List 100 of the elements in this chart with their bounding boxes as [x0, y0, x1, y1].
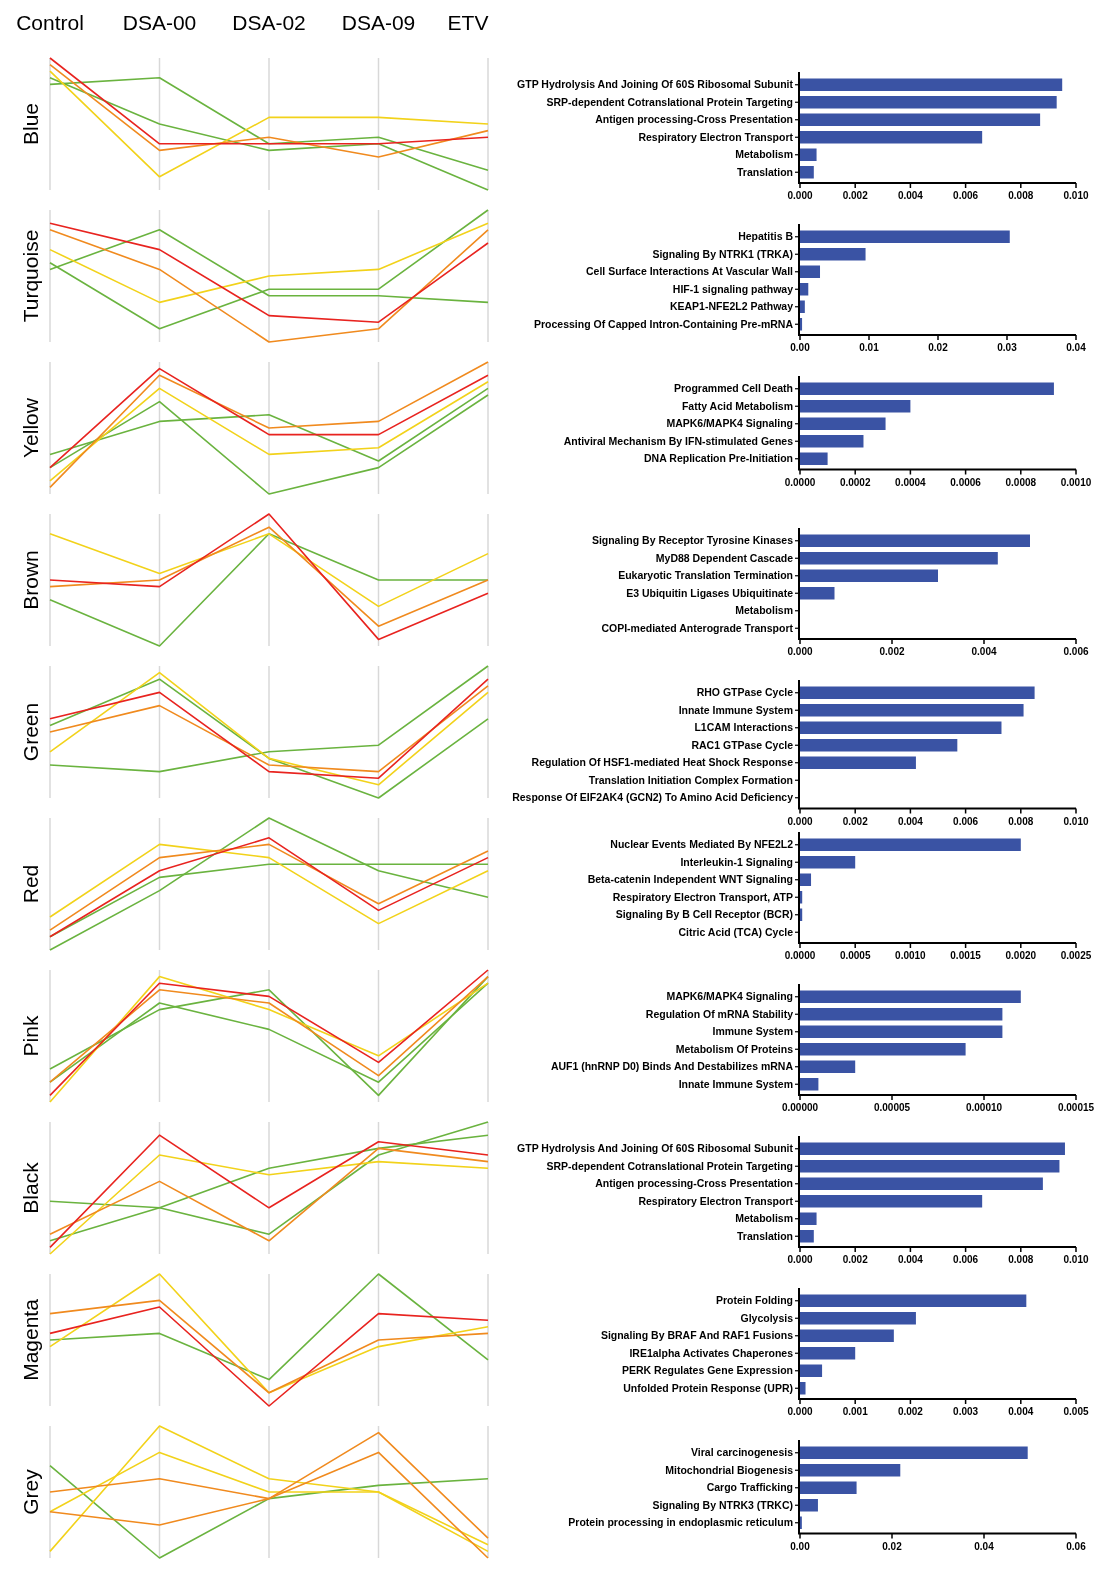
x-tick-label: 0.0000	[784, 476, 816, 488]
y-tick-label: Protein processing in endoplasmic reticulum	[568, 1516, 793, 1529]
bar	[800, 1060, 856, 1073]
bar	[800, 300, 805, 313]
x-tick-label: 0.0015	[950, 950, 982, 961]
y-tick-label: HIF-1 signaling pathway	[672, 282, 794, 295]
x-tick-label: 0.04	[974, 1540, 995, 1552]
x-tick-label: 0.006	[953, 1254, 979, 1265]
x-tick-label: 0.002	[842, 1254, 869, 1265]
y-tick-label: RHO GTPase Cycle	[696, 686, 794, 699]
bar	[800, 587, 835, 600]
x-tick-label: 0.004	[897, 190, 924, 201]
y-tick-label: Citric Acid (TCA) Cycle	[678, 925, 794, 938]
y-tick-label: KEAP1-NFE2L2 Pathway	[669, 300, 794, 313]
y-tick-label: Innate Immune System	[678, 703, 793, 716]
bar	[800, 1142, 1065, 1155]
y-axis-title: Black	[19, 1161, 42, 1214]
x-tick-label: 0.03	[997, 342, 1018, 353]
bar	[800, 452, 828, 465]
y-axis-title: Red	[19, 864, 42, 904]
y-tick-label: Metabolism	[735, 604, 793, 617]
x-tick-label: 0.000	[787, 815, 813, 827]
x-tick-label: 0.00015	[1057, 1102, 1095, 1113]
bar	[800, 1499, 818, 1512]
x-tick-label: 0.00005	[873, 1102, 911, 1113]
y-tick-label: COPI-mediated Anterograde Transport	[601, 621, 794, 634]
y-tick-label: Protein Folding	[716, 1294, 793, 1307]
x-tick-label: 0.008	[1008, 1254, 1034, 1265]
y-tick-label: Cargo Trafficking	[706, 1481, 793, 1494]
bar	[800, 1294, 1027, 1307]
bar	[800, 382, 1054, 395]
y-tick-label: Respiratory Electron Transport	[638, 1194, 794, 1207]
bar	[800, 96, 1057, 109]
bar	[800, 1481, 857, 1494]
x-tick-label: 0.02	[882, 1540, 903, 1552]
bar	[800, 1078, 819, 1091]
y-axis-title: Brown	[19, 550, 42, 610]
y-axis-title: Yellow	[19, 397, 42, 458]
x-tick-label: 0.004	[897, 1254, 924, 1265]
y-tick-label: GTP Hydrolysis And Joining Of 60S Ribosomal Subunit	[517, 1142, 794, 1155]
bar	[800, 131, 983, 144]
y-axis-title: Turquoise	[19, 229, 42, 323]
bar	[800, 739, 958, 752]
bar	[800, 265, 821, 278]
y-tick-label: MAPK6/MAPK4 Signaling	[666, 990, 793, 1003]
bar	[800, 686, 1035, 699]
bar	[800, 721, 1002, 734]
bar	[800, 534, 1030, 547]
x-tick-label: 0.0020	[1005, 950, 1037, 961]
y-tick-label: Translation Initiation Complex Formation	[588, 773, 793, 786]
y-tick-label: Regulation Of mRNA Stability	[645, 1007, 794, 1020]
bar	[800, 552, 998, 565]
x-tick-label: 0.006	[953, 815, 979, 827]
x-tick-label: 0.0025	[1060, 950, 1092, 961]
bar	[800, 248, 866, 261]
x-tick-label: 0.00010	[965, 1102, 1003, 1113]
x-tick-label: 0.000	[787, 1254, 813, 1265]
x-tick-label: 0.006	[1063, 646, 1089, 657]
y-tick-label: Cell Surface Interactions At Vascular Wall	[586, 265, 794, 278]
y-tick-label: L1CAM Interactions	[694, 721, 794, 734]
y-tick-label: Eukaryotic Translation Termination	[618, 569, 793, 582]
y-tick-label: RAC1 GTPase Cycle	[691, 738, 794, 751]
x-tick-label: 0.010	[1063, 190, 1089, 201]
y-tick-label: Translation	[736, 1229, 793, 1242]
x-tick-label: 0.0008	[1005, 476, 1037, 488]
x-tick-label: 0.0005	[839, 950, 871, 961]
x-tick-label: DSA-09	[341, 11, 416, 34]
y-tick-label: Innate Immune System	[678, 1077, 793, 1090]
x-tick-label: 0.004	[971, 646, 997, 657]
x-tick-label: 0.00000	[781, 1102, 819, 1113]
x-tick-label: 0.003	[953, 1406, 979, 1417]
x-tick-label: 0.004	[1008, 1406, 1034, 1417]
y-tick-label: Antigen processing-Cross Presentation	[595, 113, 793, 126]
y-tick-label: MyD88 Dependent Cascade	[655, 551, 794, 564]
x-tick-label: 0.0000	[784, 950, 816, 961]
y-tick-label: Respiratory Electron Transport, ATP	[612, 890, 793, 903]
bar	[800, 1195, 983, 1208]
y-tick-label: DNA Replication Pre-Initiation	[644, 452, 793, 465]
x-tick-label: 0.002	[897, 1406, 924, 1417]
y-tick-label: Antiviral Mechanism By IFN-stimulated Genes	[563, 434, 794, 447]
x-tick-label: 0.0010	[1060, 476, 1092, 488]
y-tick-label: MAPK6/MAPK4 Signaling	[666, 417, 793, 430]
y-tick-label: Regulation Of HSF1-mediated Heat Shock Response	[531, 756, 794, 769]
y-tick-label: IRE1alpha Activates Chaperones	[629, 1346, 794, 1359]
y-tick-label: Signaling By BRAF And RAF1 Fusions	[600, 1329, 794, 1342]
y-tick-label: Fatty Acid Metabolism	[681, 399, 793, 412]
y-tick-label: Viral carcinogenesis	[691, 1446, 794, 1459]
bar	[800, 756, 916, 769]
bar	[800, 1312, 916, 1325]
x-tick-label: 0.010	[1063, 815, 1089, 827]
y-tick-label: Metabolism Of Proteins	[675, 1042, 794, 1055]
y-tick-label: Antigen processing-Cross Presentation	[595, 1177, 793, 1190]
bar	[800, 856, 856, 869]
x-tick-label: 0.004	[897, 815, 924, 827]
y-tick-label: Signaling By Receptor Tyrosine Kinases	[591, 534, 794, 547]
y-tick-label: SRP-dependent Cotranslational Protein Targeting	[546, 1159, 793, 1172]
bar	[800, 1230, 814, 1243]
bar	[800, 166, 814, 179]
y-tick-label: Hepatitis B	[738, 230, 794, 243]
bar	[800, 78, 1063, 91]
